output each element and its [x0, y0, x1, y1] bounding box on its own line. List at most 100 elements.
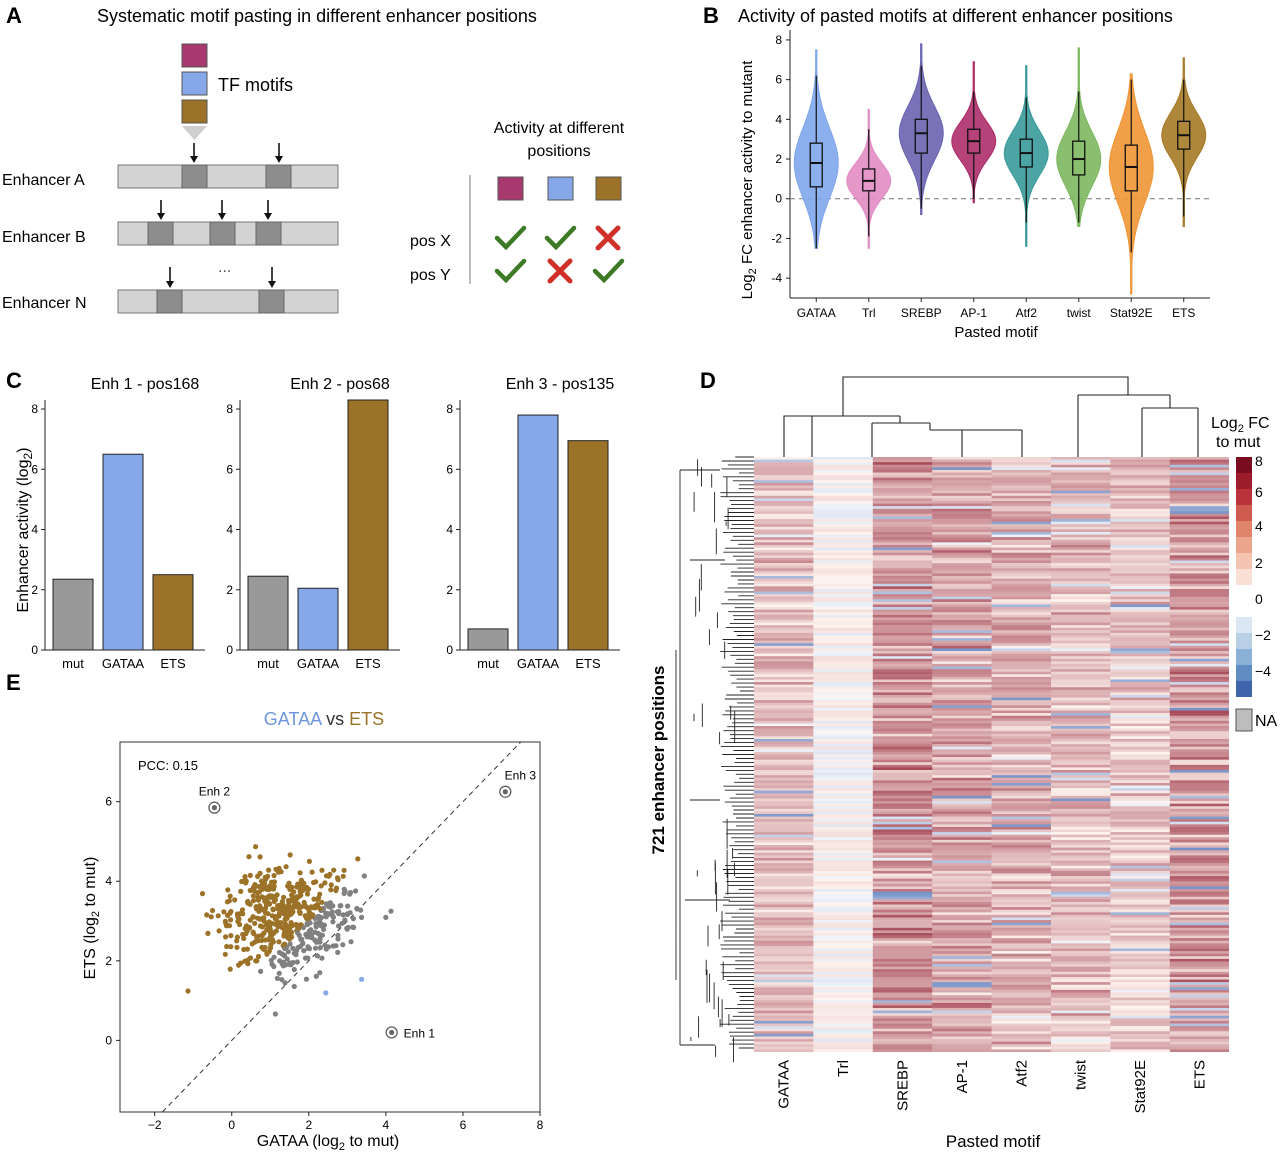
bar-chart-title: Enh 3 - pos135 — [506, 376, 615, 393]
heatmap-cell — [872, 511, 933, 515]
heatmap-cell — [1051, 868, 1111, 872]
heatmap-cell — [872, 467, 933, 471]
heatmap-cell — [1051, 459, 1111, 463]
scatter-point — [271, 879, 278, 885]
heatmap-cell — [813, 700, 874, 704]
heatmap-cell — [1110, 723, 1171, 727]
scatter-point — [287, 852, 293, 858]
activity-title-line1: Activity at different — [494, 120, 625, 137]
heatmap-cell — [813, 498, 874, 502]
heatmap-cell — [872, 459, 933, 463]
enhancer-bar-a — [117, 164, 339, 189]
heatmap-cell — [1051, 498, 1111, 502]
heatmap-cell — [754, 723, 814, 727]
heatmap-cell — [872, 557, 933, 561]
heatmap-cell — [813, 1036, 874, 1040]
heatmap-cell — [1110, 979, 1171, 983]
heatmap-cell — [872, 785, 933, 789]
heatmap-cell — [872, 1041, 933, 1045]
heatmap-cell — [1169, 529, 1229, 533]
heatmap-cell — [754, 485, 814, 489]
heatmap-cell — [991, 1005, 1052, 1009]
heatmap-cell — [754, 953, 814, 957]
heatmap-cell — [1110, 689, 1171, 693]
heatmap-cell — [1169, 801, 1229, 804]
heatmap-cell — [991, 953, 1052, 957]
x-tick-label-srebp: SREBP — [901, 306, 942, 320]
heatmap-cell — [1051, 689, 1111, 693]
heatmap-cell — [991, 873, 1052, 877]
heatmap-cell — [1110, 596, 1171, 600]
heatmap-cell — [754, 775, 814, 779]
heatmap-cell — [813, 974, 874, 978]
heatmap-cell — [991, 638, 1052, 641]
heatmap-cell — [1110, 914, 1171, 918]
heatmap-cell — [1110, 591, 1171, 595]
scatter-point — [270, 907, 276, 913]
heatmap-cell — [1110, 526, 1171, 530]
heatmap-cell — [1051, 684, 1111, 688]
heatmap-cell — [754, 550, 814, 554]
heatmap-cell — [872, 878, 933, 882]
heatmap-cell — [813, 684, 874, 688]
heatmap-cell — [991, 821, 1052, 825]
heatmap-cell — [932, 728, 992, 732]
heatmap-cell — [932, 700, 992, 704]
heatmap-cell — [872, 956, 933, 960]
heatmap-cell — [813, 462, 874, 466]
heatmap-cell — [1051, 821, 1111, 825]
heatmap-cell — [813, 713, 874, 716]
heatmap-cell — [754, 803, 814, 807]
heatmap-cell — [872, 614, 933, 618]
heatmap-cell — [932, 933, 992, 936]
heatmap-cell — [813, 1023, 874, 1027]
heatmap-cell — [1051, 969, 1111, 973]
heatmap-cell — [872, 601, 933, 605]
heatmap-cell — [1110, 480, 1171, 484]
bar-ets — [347, 399, 389, 651]
heatmap-cell — [754, 568, 814, 572]
heatmap-cell — [813, 715, 874, 719]
heatmap-cell — [872, 933, 933, 936]
heatmap-cell — [813, 868, 874, 872]
heatmap-cell — [813, 979, 874, 983]
heatmap-cell — [1110, 997, 1171, 1001]
heatmap-cell — [991, 927, 1052, 931]
heatmap-cell — [932, 578, 992, 582]
scatter-point — [326, 873, 332, 879]
highlight-label-enh-1: Enh 1 — [404, 1026, 436, 1040]
heatmap-cell — [754, 563, 814, 566]
heatmap-cell — [1051, 948, 1111, 952]
heatmap-cell — [872, 883, 933, 887]
heatmap-cell — [1169, 684, 1229, 688]
legend-tick-label: 0 — [1255, 591, 1263, 607]
heatmap-cell — [813, 956, 874, 960]
heatmap-cell — [932, 976, 992, 980]
heatmap-cell — [754, 1020, 814, 1024]
heatmap-cell — [1051, 674, 1111, 678]
heatmap-cell — [754, 808, 814, 812]
enhancer-label-b: Enhancer B — [2, 229, 86, 246]
heatmap-cell — [754, 1000, 814, 1004]
heatmap-cell — [932, 596, 992, 600]
heatmap-cell — [932, 679, 992, 683]
heatmap-cell — [1110, 498, 1171, 502]
heatmap-cell — [813, 762, 874, 766]
scatter-point — [312, 945, 319, 951]
heatmap-cell — [1051, 749, 1111, 753]
violin-trl — [846, 108, 892, 249]
heatmap-cell — [813, 1049, 874, 1052]
heatmap-cell — [872, 795, 933, 799]
heatmap-cell — [1051, 516, 1111, 520]
heatmap-cell — [991, 826, 1052, 830]
heatmap-cell — [1169, 847, 1229, 851]
x-tick-label-ets: ETS — [1172, 306, 1195, 320]
heatmap-cell — [932, 625, 992, 629]
heatmap-cell — [754, 1028, 814, 1032]
heatmap-cell — [872, 635, 933, 639]
heatmap-cell — [1169, 914, 1229, 918]
heatmap-cell — [813, 966, 874, 970]
motif-swatch-brown — [181, 99, 208, 124]
heatmap-cell — [1169, 498, 1229, 502]
heatmap-cell — [872, 907, 933, 911]
